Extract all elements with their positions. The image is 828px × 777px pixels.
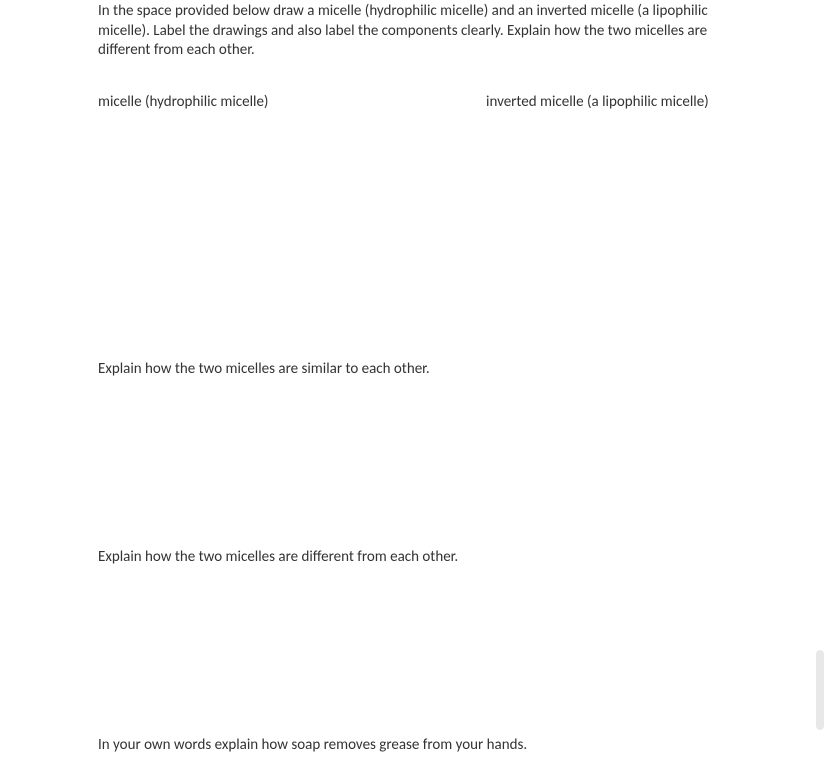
worksheet-page: In the space provided below draw a micel…: [0, 0, 828, 754]
question-similar: Explain how the two micelles are similar…: [98, 360, 730, 378]
micelle-label-left: micelle (hydrophilic micelle): [98, 93, 486, 111]
micelle-label-right: inverted micelle (a lipophilic micelle): [486, 93, 730, 111]
question-soap: In your own words explain how soap remov…: [98, 736, 730, 754]
scrollbar-track: [816, 650, 824, 730]
drawing-labels-row: micelle (hydrophilic micelle) inverted m…: [98, 93, 730, 111]
instruction-paragraph: In the space provided below draw a micel…: [98, 0, 730, 61]
question-different: Explain how the two micelles are differe…: [98, 548, 730, 566]
